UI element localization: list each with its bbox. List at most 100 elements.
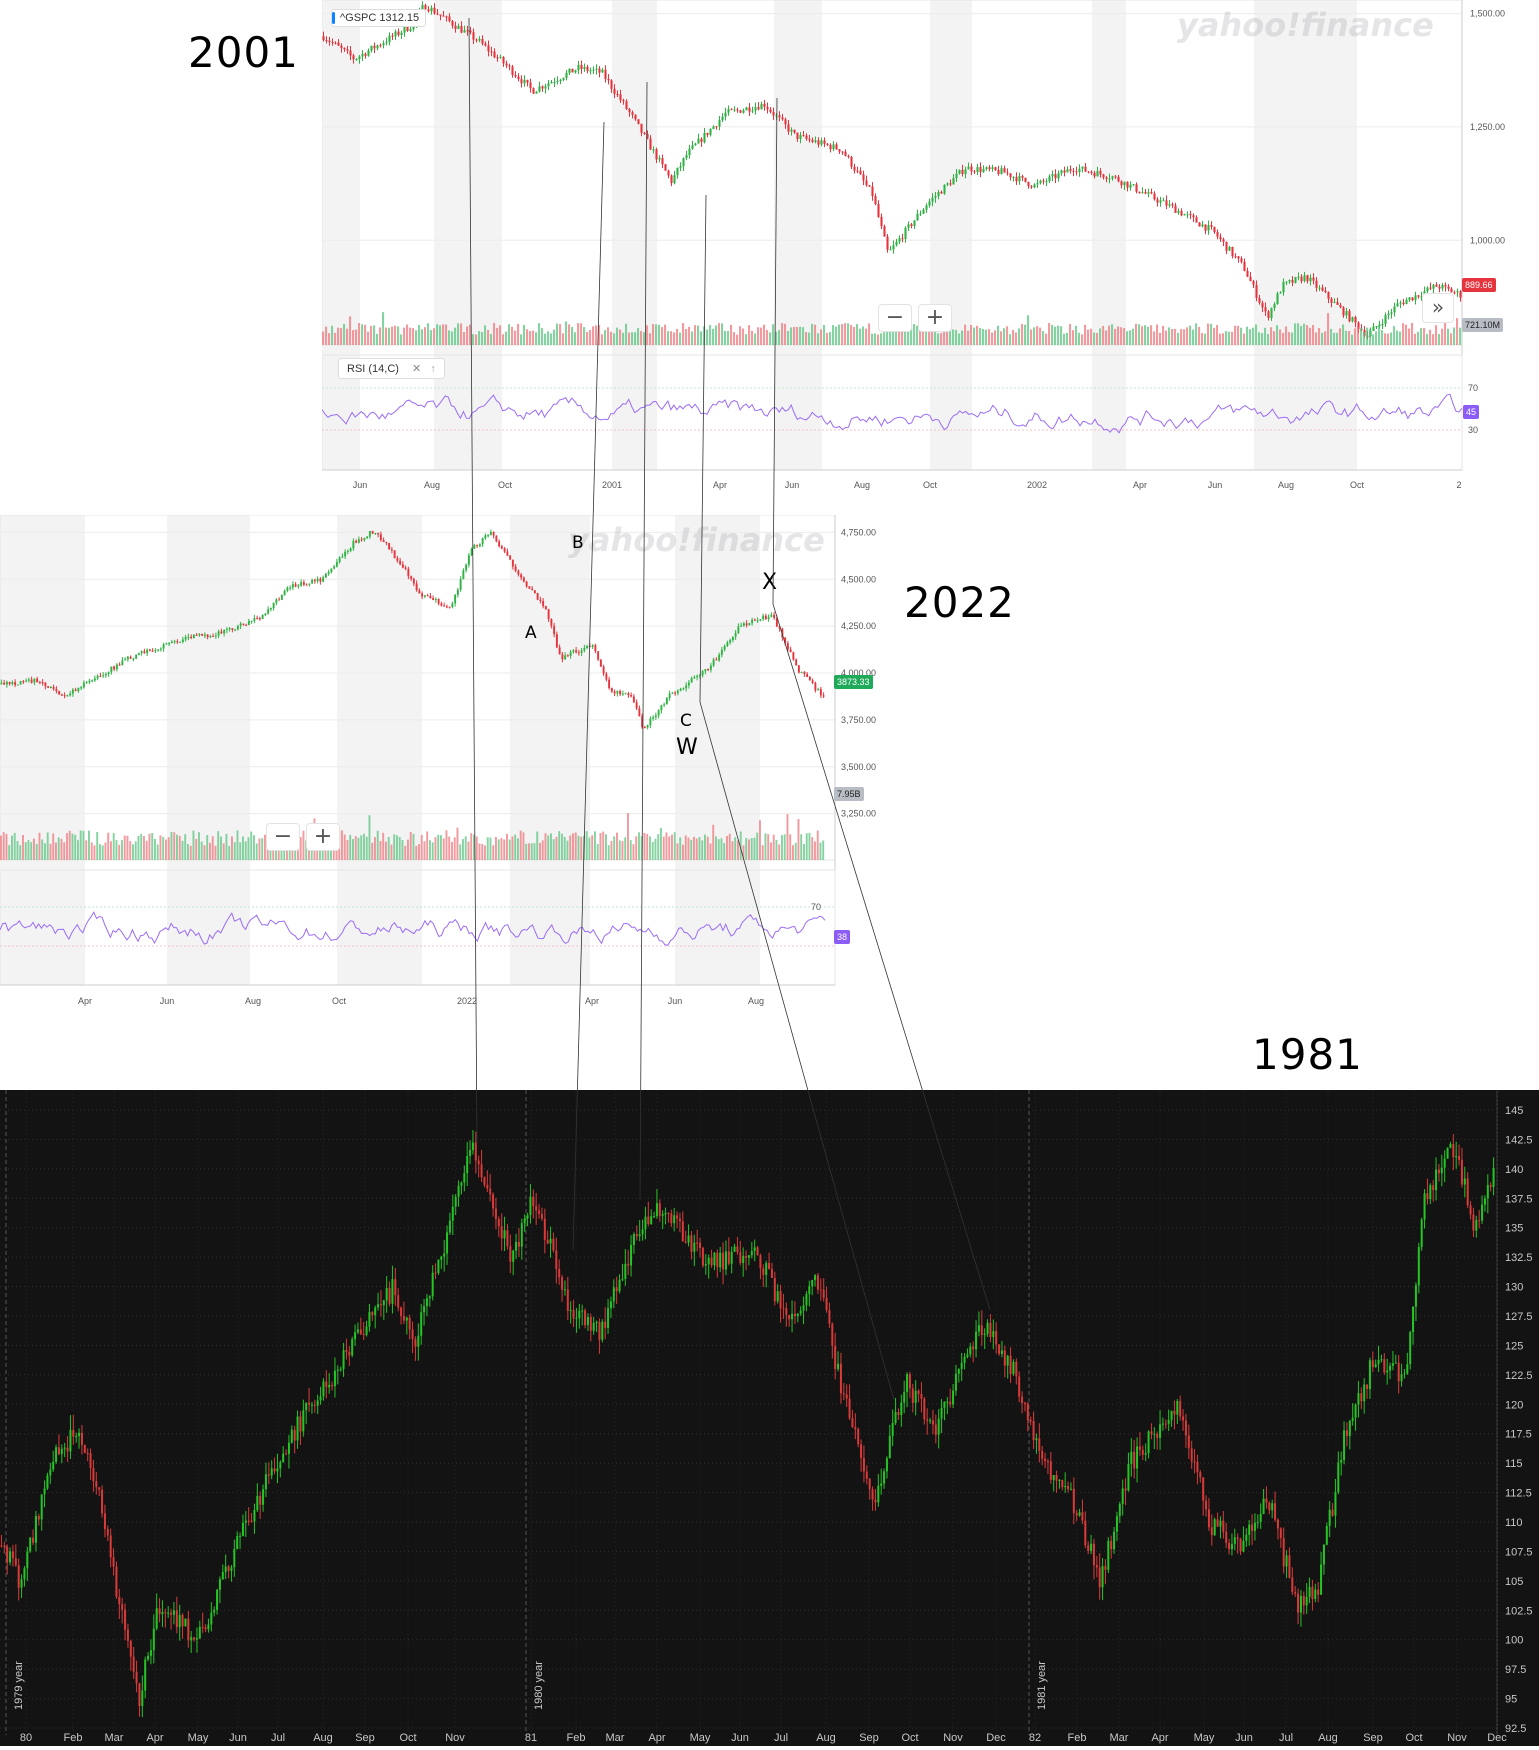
bottom-candle	[55, 1447, 58, 1462]
bottom-candle	[463, 1173, 466, 1183]
bottom-candle	[753, 1247, 756, 1252]
mid-volume-bar	[429, 840, 431, 860]
top-volume-bar	[1021, 324, 1024, 345]
top-candle	[403, 26, 406, 33]
top-volume-bar	[1240, 327, 1243, 345]
arrow-up-icon[interactable]: ↑	[430, 363, 436, 375]
top-candle	[1096, 171, 1099, 177]
bottom-candle	[609, 1301, 612, 1309]
mid-candle	[132, 658, 135, 660]
top-volume-bar	[1318, 328, 1321, 345]
bottom-candle	[796, 1313, 799, 1317]
bottom-candle	[888, 1435, 891, 1459]
bottom-candle	[572, 1310, 575, 1319]
top-volume-bar	[991, 332, 994, 345]
bottom-candle	[161, 1612, 164, 1615]
mid-candle	[822, 695, 825, 697]
mid-volume-bar	[85, 840, 88, 860]
mid-candle	[657, 710, 660, 716]
bottom-candle	[802, 1305, 805, 1311]
top-candle	[517, 76, 520, 80]
mid-volume-bar	[8, 845, 11, 860]
bottom-candle	[1302, 1595, 1305, 1606]
bottom-candle	[1265, 1498, 1268, 1503]
top-candle	[961, 169, 964, 175]
bottom-candle	[319, 1396, 322, 1401]
mid-volume-bar	[198, 832, 200, 860]
bottom-candle	[1400, 1374, 1403, 1382]
mid-volume-bar	[552, 839, 555, 860]
rsi-indicator-label[interactable]: RSI (14,C) ✕ ↑	[338, 358, 445, 379]
mid-volume-bar	[503, 839, 506, 860]
top-candle	[1399, 302, 1402, 304]
zoom-in-button-2[interactable]: +	[306, 823, 340, 851]
close-icon[interactable]: ✕	[412, 363, 422, 375]
top-candle	[631, 112, 634, 115]
bottom-candle	[1032, 1420, 1035, 1441]
mid-candle	[324, 573, 327, 578]
mid-candle	[470, 548, 473, 556]
top-volume-bar	[1423, 327, 1426, 345]
bottom-candle	[1389, 1365, 1392, 1371]
bottom-candle	[1081, 1512, 1084, 1521]
top-volume-bar	[1372, 334, 1375, 345]
bottom-candle	[1331, 1509, 1334, 1516]
bottom-candle	[112, 1557, 115, 1567]
bottom-candle	[512, 1250, 515, 1262]
bottom-candle	[72, 1429, 75, 1437]
top-volume-bar	[391, 326, 394, 345]
top-volume-bar	[1165, 330, 1168, 345]
bottom-candle	[1406, 1364, 1409, 1374]
bottom-candle	[494, 1208, 497, 1219]
top-volume-bar	[817, 333, 820, 345]
bottom-candle	[1322, 1544, 1325, 1565]
top-candle	[946, 183, 949, 185]
zoom-in-button[interactable]: +	[918, 304, 952, 332]
top-volume-bar	[1096, 332, 1099, 345]
mid-volume-bar	[536, 831, 539, 860]
bottom-candle	[285, 1453, 288, 1455]
bottom-x-tick-label: Nov	[943, 1732, 963, 1744]
bottom-candle	[584, 1310, 587, 1326]
mid-rsi-line	[0, 911, 826, 946]
mid-candle	[113, 666, 116, 670]
zoom-out-button[interactable]: −	[878, 304, 912, 332]
bottom-candle	[368, 1312, 371, 1327]
bottom-candle	[155, 1608, 158, 1629]
top-candle	[1438, 286, 1441, 289]
bottom-candle	[126, 1629, 129, 1641]
top-volume-bar	[1315, 332, 1318, 345]
bottom-candle	[851, 1418, 854, 1427]
mid-candle	[58, 691, 61, 695]
top-volume-bar	[1201, 333, 1204, 345]
bottom-candle	[969, 1346, 972, 1355]
bottom-candle	[739, 1252, 742, 1264]
top-candle	[1207, 225, 1210, 231]
top-candle	[892, 245, 895, 250]
top-volume-bar	[1363, 332, 1366, 345]
mid-candle	[665, 698, 668, 705]
forward-button[interactable]: »	[1422, 293, 1454, 323]
mid-volume-bar	[464, 836, 467, 860]
ticker-badge[interactable]: ^GSPC 1312.15	[331, 9, 427, 27]
year-label-1981: 1981	[1252, 1030, 1363, 1079]
bottom-candle	[325, 1381, 328, 1388]
top-candle	[451, 21, 454, 26]
bottom-x-tick-label: Nov	[1447, 1732, 1467, 1744]
bottom-candle	[190, 1637, 193, 1641]
bottom-candle	[908, 1374, 911, 1389]
mid-candle	[786, 643, 789, 650]
mid-candle	[690, 678, 693, 683]
zoom-out-button-2[interactable]: −	[266, 823, 300, 851]
bottom-candle	[224, 1566, 227, 1572]
top-candle	[778, 115, 781, 118]
mid-volume-bar	[0, 835, 2, 860]
top-volume-bar	[1006, 326, 1009, 345]
bottom-candle	[1423, 1193, 1426, 1220]
bottom-candle	[1069, 1488, 1072, 1490]
mid-volume-bar	[371, 842, 374, 860]
bottom-candle	[1432, 1185, 1435, 1191]
mid-candle	[663, 704, 666, 706]
mid-volume-bar	[676, 843, 679, 860]
bottom-candle	[1279, 1528, 1282, 1539]
